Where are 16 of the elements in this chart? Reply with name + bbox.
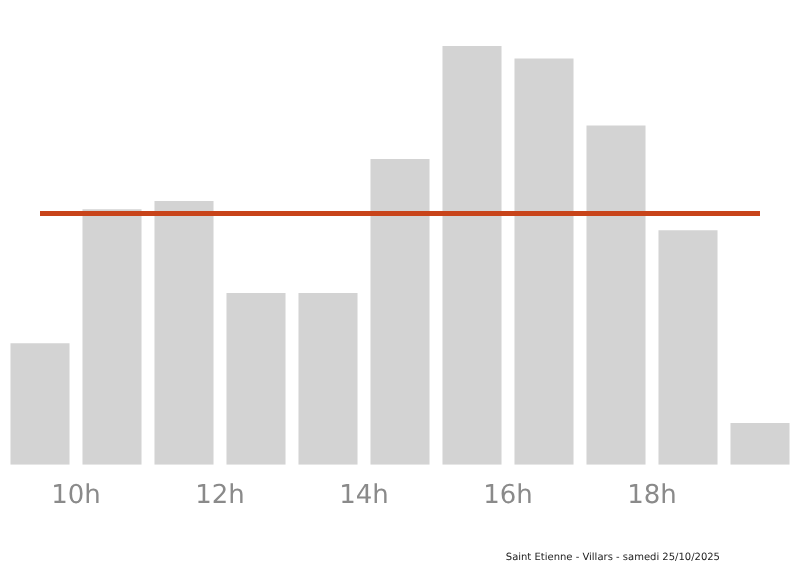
bar [658, 230, 718, 465]
bar [226, 293, 286, 465]
bar [514, 58, 574, 465]
bar [154, 200, 214, 465]
x-tick-label: 12h [195, 481, 245, 512]
x-tick-label: 18h [627, 481, 677, 512]
bar [82, 209, 142, 465]
bar [370, 159, 430, 465]
bar [442, 46, 502, 465]
bar [10, 343, 70, 465]
bar [586, 125, 646, 465]
bar [730, 422, 790, 465]
bar [298, 293, 358, 465]
x-tick-label: 16h [483, 481, 533, 512]
x-tick-label: 10h [51, 481, 101, 512]
x-tick-label: 14h [339, 481, 389, 512]
